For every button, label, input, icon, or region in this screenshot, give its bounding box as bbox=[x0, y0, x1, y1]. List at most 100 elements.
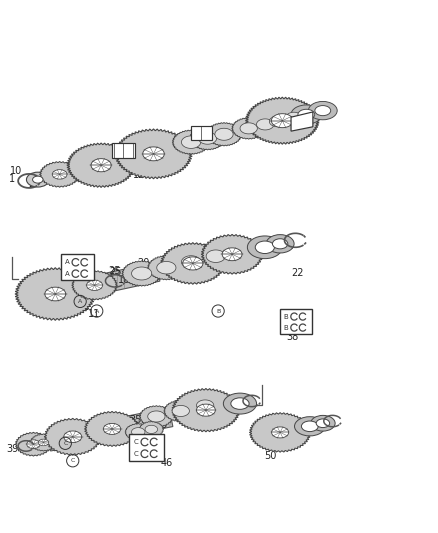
Text: 25: 25 bbox=[108, 266, 120, 276]
Polygon shape bbox=[39, 161, 80, 187]
Text: 9: 9 bbox=[218, 131, 224, 141]
Bar bbox=[112, 143, 135, 158]
Text: 32: 32 bbox=[48, 431, 60, 441]
Polygon shape bbox=[240, 123, 258, 134]
Polygon shape bbox=[15, 432, 52, 456]
Polygon shape bbox=[249, 413, 311, 452]
Ellipse shape bbox=[294, 417, 325, 436]
Polygon shape bbox=[30, 434, 57, 451]
Text: 46: 46 bbox=[160, 458, 173, 468]
Text: 51: 51 bbox=[274, 440, 286, 450]
Polygon shape bbox=[272, 114, 293, 128]
Bar bbox=[130, 434, 163, 461]
Text: B: B bbox=[283, 325, 288, 330]
Polygon shape bbox=[278, 107, 310, 128]
Polygon shape bbox=[125, 424, 152, 440]
Polygon shape bbox=[232, 118, 266, 139]
Polygon shape bbox=[172, 389, 240, 432]
Ellipse shape bbox=[308, 101, 337, 120]
Text: 33: 33 bbox=[88, 424, 101, 434]
Text: 36: 36 bbox=[146, 414, 159, 423]
Text: 35: 35 bbox=[129, 415, 141, 425]
Text: 17: 17 bbox=[93, 282, 105, 293]
Text: 15: 15 bbox=[265, 127, 278, 137]
Text: 38: 38 bbox=[286, 332, 298, 342]
Polygon shape bbox=[139, 422, 163, 437]
Ellipse shape bbox=[316, 419, 330, 427]
Polygon shape bbox=[198, 132, 217, 144]
Text: 12: 12 bbox=[133, 170, 146, 180]
Polygon shape bbox=[172, 130, 210, 155]
Polygon shape bbox=[148, 255, 185, 280]
Polygon shape bbox=[85, 411, 140, 447]
Text: 2: 2 bbox=[28, 180, 34, 189]
Polygon shape bbox=[172, 406, 189, 416]
Text: A: A bbox=[64, 271, 69, 277]
Polygon shape bbox=[257, 119, 274, 130]
Polygon shape bbox=[291, 112, 313, 131]
Polygon shape bbox=[139, 406, 173, 427]
Polygon shape bbox=[64, 431, 81, 442]
Text: 20: 20 bbox=[155, 269, 168, 279]
Text: 7: 7 bbox=[145, 147, 152, 157]
Polygon shape bbox=[103, 423, 120, 434]
Polygon shape bbox=[206, 123, 242, 146]
Polygon shape bbox=[47, 408, 173, 451]
Polygon shape bbox=[131, 427, 145, 437]
Polygon shape bbox=[160, 243, 225, 284]
Polygon shape bbox=[190, 126, 226, 150]
Text: 27: 27 bbox=[191, 260, 203, 269]
Ellipse shape bbox=[266, 235, 294, 253]
Bar bbox=[191, 126, 212, 140]
Polygon shape bbox=[222, 248, 242, 261]
Polygon shape bbox=[15, 268, 95, 320]
Text: 11: 11 bbox=[78, 302, 90, 312]
Text: 5: 5 bbox=[110, 156, 116, 166]
Polygon shape bbox=[181, 256, 201, 268]
Text: 40: 40 bbox=[128, 426, 140, 435]
Polygon shape bbox=[206, 250, 226, 262]
Text: 48: 48 bbox=[292, 427, 304, 438]
Text: 37: 37 bbox=[187, 407, 200, 416]
Text: 34: 34 bbox=[142, 416, 154, 426]
Ellipse shape bbox=[291, 105, 321, 124]
Text: A: A bbox=[64, 259, 69, 265]
Text: 1: 1 bbox=[9, 174, 14, 184]
Polygon shape bbox=[197, 400, 214, 411]
Polygon shape bbox=[52, 169, 67, 179]
Ellipse shape bbox=[231, 398, 249, 409]
Text: 11: 11 bbox=[88, 309, 101, 319]
Polygon shape bbox=[122, 261, 162, 286]
Polygon shape bbox=[215, 128, 233, 140]
Polygon shape bbox=[272, 427, 289, 438]
Text: 44: 44 bbox=[212, 400, 224, 410]
Polygon shape bbox=[286, 112, 302, 123]
Text: 28: 28 bbox=[208, 258, 220, 268]
Polygon shape bbox=[157, 262, 176, 274]
Ellipse shape bbox=[315, 106, 331, 116]
Text: B: B bbox=[283, 313, 288, 320]
Polygon shape bbox=[67, 143, 135, 188]
Polygon shape bbox=[143, 147, 164, 161]
Text: 39: 39 bbox=[7, 444, 19, 454]
Text: 14: 14 bbox=[256, 122, 268, 132]
Text: 26: 26 bbox=[171, 262, 184, 272]
Text: 20: 20 bbox=[138, 258, 150, 268]
Text: 13: 13 bbox=[160, 146, 173, 156]
Polygon shape bbox=[148, 411, 165, 422]
Text: 29: 29 bbox=[269, 244, 282, 254]
Text: C: C bbox=[133, 451, 138, 457]
Text: 11: 11 bbox=[53, 278, 66, 288]
Bar bbox=[280, 309, 311, 334]
Ellipse shape bbox=[255, 241, 275, 254]
Text: B: B bbox=[216, 309, 220, 313]
Text: 28: 28 bbox=[208, 257, 220, 267]
Text: 27: 27 bbox=[190, 260, 202, 270]
Bar bbox=[61, 254, 94, 280]
Polygon shape bbox=[261, 111, 293, 132]
Text: 10: 10 bbox=[10, 166, 22, 176]
Ellipse shape bbox=[32, 176, 43, 183]
Ellipse shape bbox=[301, 421, 318, 432]
Polygon shape bbox=[51, 138, 186, 185]
Ellipse shape bbox=[223, 393, 257, 414]
